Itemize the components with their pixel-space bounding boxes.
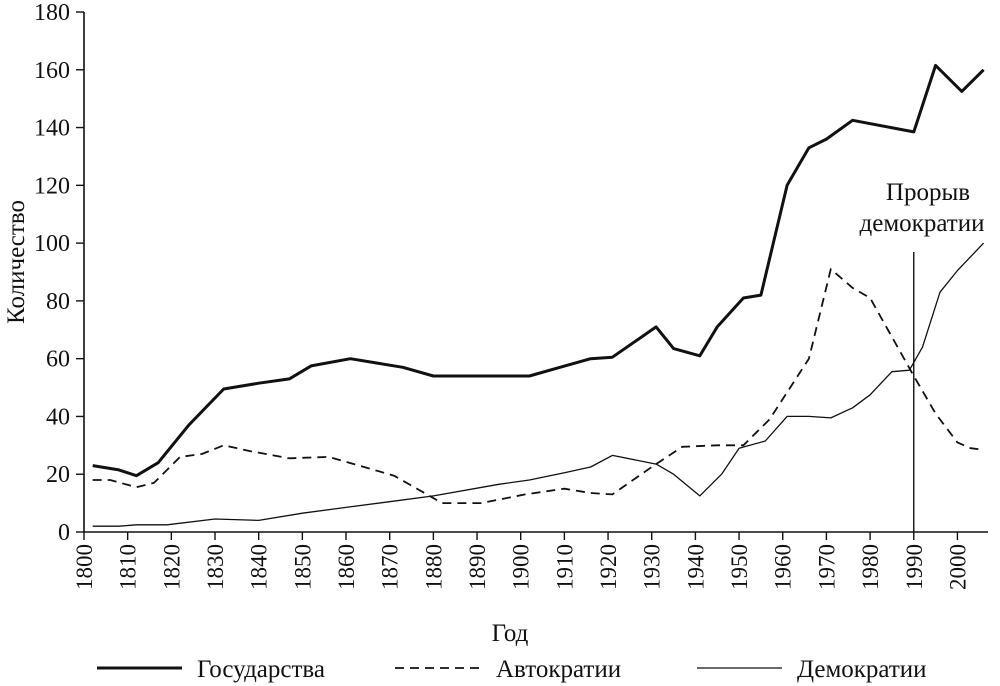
y-tick-label: 120 xyxy=(34,173,70,199)
y-tick-label: 160 xyxy=(34,58,70,84)
y-tick-label: 80 xyxy=(46,289,70,315)
x-tick-label: 1950 xyxy=(727,544,752,590)
series-line-1 xyxy=(92,63,985,478)
x-tick-label: 1860 xyxy=(334,544,359,590)
series-line-2 xyxy=(92,268,984,505)
x-tick-label: 1930 xyxy=(640,544,665,590)
x-tick-label: 1850 xyxy=(290,544,315,590)
chart-legend: Государства Автократии Демократии xyxy=(97,656,927,683)
annotation-label-line1: Прорыв xyxy=(886,179,970,206)
y-tick-label: 180 xyxy=(34,0,70,26)
x-tick-label: 1810 xyxy=(116,544,141,590)
annotation-label-line2: демократии xyxy=(860,210,985,237)
y-tick-label: 60 xyxy=(46,347,70,373)
y-tick-label: 0 xyxy=(58,520,70,546)
x-tick-label: 1870 xyxy=(378,544,403,590)
y-tick-label: 100 xyxy=(34,231,70,257)
x-tick-label: 1880 xyxy=(421,544,446,590)
x-tick-label: 2000 xyxy=(945,544,970,590)
x-tick-label: 1820 xyxy=(159,544,184,590)
series-line-3 xyxy=(92,242,985,527)
x-tick-label: 1920 xyxy=(596,544,621,590)
y-tick-label: 140 xyxy=(34,116,70,142)
x-axis-title: Год xyxy=(492,620,529,647)
x-tick-label: 1900 xyxy=(509,544,534,590)
x-tick-label: 1940 xyxy=(683,544,708,590)
y-tick-label: 20 xyxy=(46,462,70,488)
legend-label-2: Автократии xyxy=(496,656,621,683)
x-tick-label: 1980 xyxy=(858,544,883,590)
x-tick-label: 1910 xyxy=(552,544,577,590)
x-tick-label: 1960 xyxy=(771,544,796,590)
legend-label-1: Государства xyxy=(197,656,325,683)
x-tick-label: 1800 xyxy=(72,544,97,590)
chart-axes: 0 20 40 60 80 100 120 140 160 180 1800 1810 1820 1830… xyxy=(3,0,988,647)
chart-series-lines xyxy=(92,63,985,527)
x-tick-label: 1970 xyxy=(814,544,839,590)
legend-label-3: Демократии xyxy=(797,656,927,683)
y-axis-title: Количество xyxy=(3,200,30,324)
x-tick-label: 1840 xyxy=(247,544,272,590)
y-tick-label: 40 xyxy=(46,404,70,430)
chart-annotation-group: Прорыв демократии xyxy=(860,179,985,532)
x-tick-label: 1830 xyxy=(203,544,228,590)
x-tick-label: 1890 xyxy=(465,544,490,590)
x-tick-label: 1990 xyxy=(902,544,927,590)
